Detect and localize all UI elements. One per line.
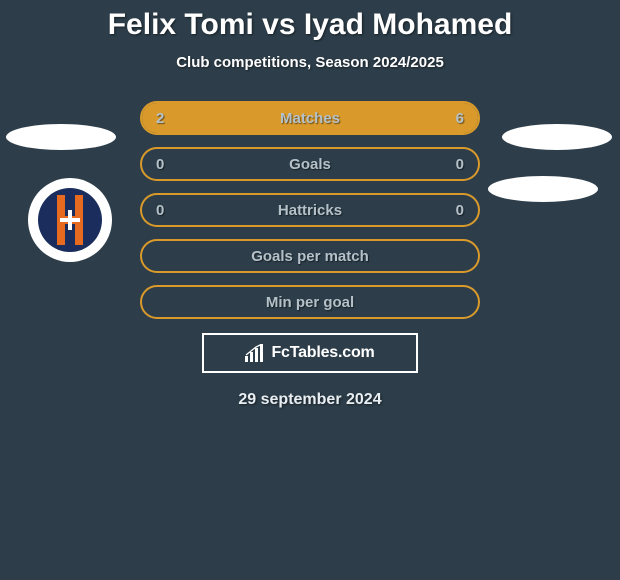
stat-label: Hattricks [278, 202, 342, 219]
comparison-card: Felix Tomi vs Iyad Mohamed Club competit… [0, 0, 620, 409]
stat-value-right: 0 [456, 156, 464, 173]
stat-label: Goals per match [251, 248, 369, 265]
stat-value-left: 2 [156, 110, 164, 127]
stat-value-right: 6 [456, 110, 464, 127]
stat-fill-right [226, 103, 478, 133]
stat-label: Matches [280, 110, 340, 127]
stat-row: 0 Goals 0 [140, 147, 480, 181]
stat-label: Goals [289, 156, 331, 173]
stat-value-left: 0 [156, 156, 164, 173]
stat-value-right: 0 [456, 202, 464, 219]
date-text: 29 september 2024 [238, 391, 381, 409]
stat-value-left: 0 [156, 202, 164, 219]
stat-label: Min per goal [266, 294, 354, 311]
stat-row: Min per goal [140, 285, 480, 319]
attribution-box: FcTables.com [202, 333, 418, 373]
bar-chart-icon [245, 344, 267, 362]
stat-row: 2 Matches 6 [140, 101, 480, 135]
stat-row: Goals per match [140, 239, 480, 273]
stat-row: 0 Hattricks 0 [140, 193, 480, 227]
stats-list: 2 Matches 6 0 Goals 0 0 Hattricks 0 Goals per mat… [0, 101, 620, 319]
attribution-text: FcTables.com [271, 344, 374, 362]
page-title: Felix Tomi vs Iyad Mohamed [108, 8, 513, 42]
page-subtitle: Club competitions, Season 2024/2025 [176, 54, 444, 71]
stat-fill-left [142, 103, 226, 133]
